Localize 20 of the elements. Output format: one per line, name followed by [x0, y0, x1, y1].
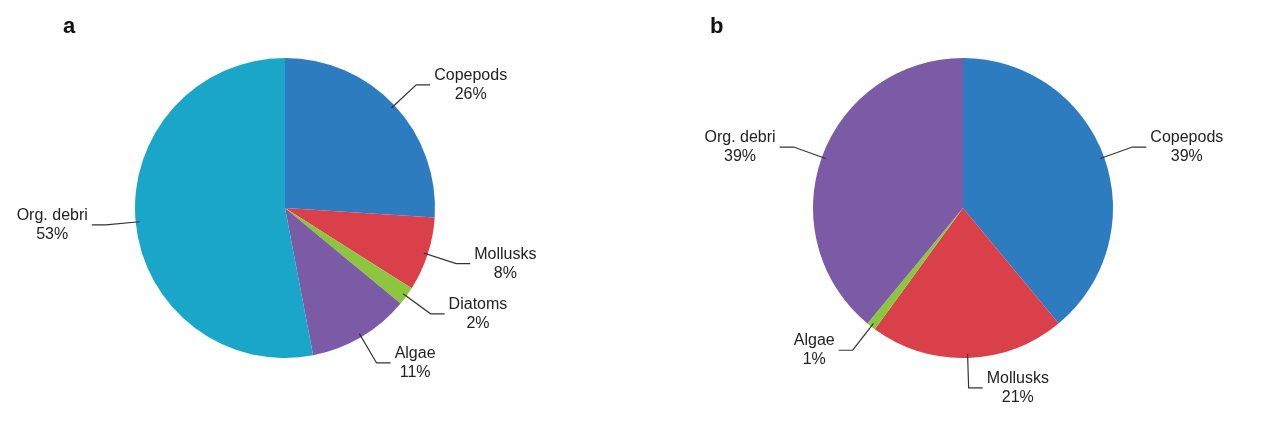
slice-label: Mollusks — [986, 368, 1049, 386]
slice-label: Copepods — [434, 65, 508, 83]
data-label: 2% — [466, 313, 490, 331]
slice-label: Diatoms — [448, 294, 508, 312]
data-label: 8% — [493, 263, 517, 281]
slice-label: Org. debri — [16, 205, 88, 223]
slice-label: Algae — [793, 331, 835, 349]
data-label: 26% — [454, 84, 487, 102]
data-label: 53% — [36, 224, 69, 242]
data-label: 39% — [1170, 146, 1203, 164]
data-label: 1% — [802, 350, 826, 368]
slice-label: Mollusks — [474, 244, 537, 262]
chart-title: a — [63, 13, 76, 39]
chart-title: b — [710, 13, 724, 39]
data-label: 39% — [724, 146, 757, 164]
slice-label: Algae — [394, 343, 436, 361]
data-label: 21% — [1001, 387, 1034, 405]
slice-label: Copepods — [1150, 127, 1224, 145]
data-label: 11% — [399, 362, 431, 380]
slice-label: Org. debri — [704, 127, 776, 145]
